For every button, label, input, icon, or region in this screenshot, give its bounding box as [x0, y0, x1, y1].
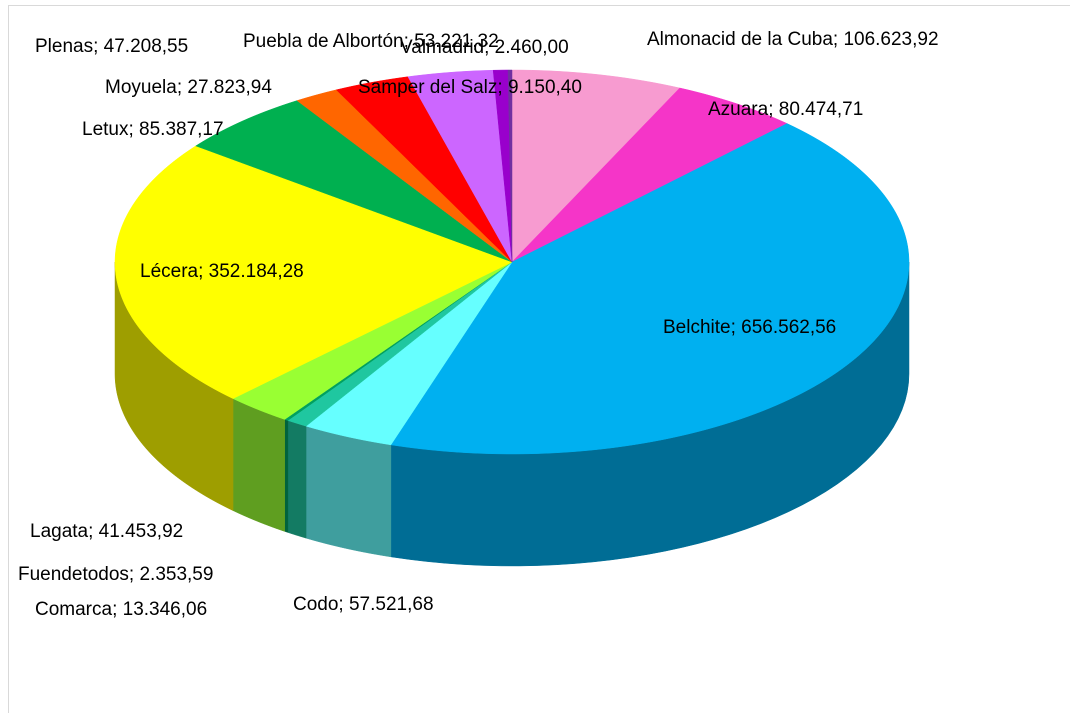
pie-slice — [195, 100, 513, 263]
data-labels: Almonacid de la Cuba; 106.623,92 Azuara; … — [18, 29, 939, 620]
data-label: Lécera; 352.184,28 — [140, 261, 304, 282]
data-label: Moyuela; 27.823,94 — [105, 77, 272, 98]
pie-slice — [296, 89, 513, 263]
pie-side — [284, 419, 289, 533]
data-label: Azuara; 80.474,71 — [708, 99, 863, 120]
data-label: Fuendetodos; 2.353,59 — [18, 564, 213, 585]
pie-sides — [114, 261, 910, 567]
pie-side — [232, 398, 285, 532]
data-label: Comarca; 13.346,06 — [35, 599, 207, 620]
data-label: Puebla de Albortón; 53.221,32 — [243, 31, 499, 52]
data-label: Codo; 57.521,68 — [293, 594, 434, 615]
pie-slice — [232, 261, 513, 420]
data-label: Belchite; 656.562,56 — [663, 317, 836, 338]
pie-slice — [511, 87, 788, 263]
pie-slice — [305, 261, 513, 446]
pie-slice — [507, 69, 513, 263]
data-label: Lagata; 41.453,92 — [30, 521, 183, 542]
data-label: Almonacid de la Cuba; 106.623,92 — [647, 29, 939, 50]
pie-slice — [390, 123, 910, 455]
pie-side — [287, 420, 307, 539]
chart-frame — [8, 5, 1070, 713]
data-label: Letux; 85.387,17 — [82, 119, 224, 140]
pie-tops — [114, 69, 910, 455]
data-label: Plenas; 47.208,55 — [35, 36, 188, 57]
pie-side — [305, 425, 392, 558]
pie-slice — [511, 69, 681, 263]
pie-slice — [114, 145, 513, 399]
pie-slice — [407, 69, 513, 263]
data-label: Valmadrid; 2.460,00 — [400, 37, 569, 58]
pie-slice — [335, 76, 513, 263]
data-label: Samper del Salz; 9.150,40 — [358, 77, 582, 98]
